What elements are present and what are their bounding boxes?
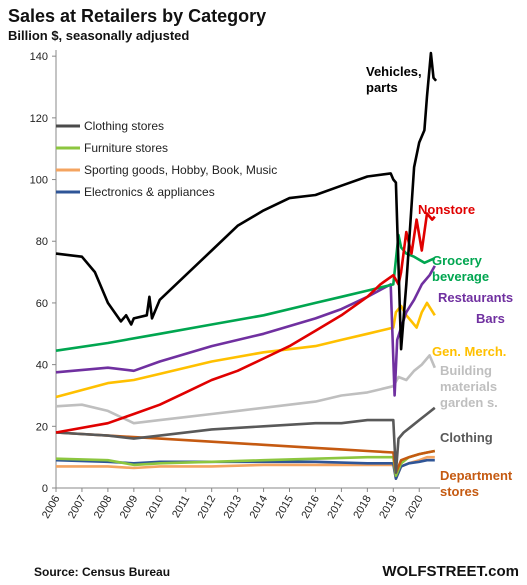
y-ticks: 0 20 40 60 80 100 120 140 (30, 51, 56, 495)
annotation-gen-merch-0: Gen. Merch. (432, 344, 506, 359)
series-line-building-materials-garden-s (55, 354, 436, 425)
series-line-grocery-beverage (55, 233, 436, 352)
source-note: Source: Census Bureau (34, 565, 170, 579)
y-tick-label: 20 (36, 421, 48, 433)
x-tick-label: 2018 (351, 494, 374, 521)
annotation-grocery-beverage-0: Grocery (432, 253, 483, 268)
y-tick-label: 40 (36, 360, 48, 372)
annotation-restaurants-bars-0: Bars (476, 311, 505, 326)
x-tick-label: 2011 (170, 494, 192, 520)
annotation-building-materials-garden-s-0: Building (440, 363, 492, 378)
series-line-vehicles-parts (55, 51, 438, 351)
annotation-nonstore-0: Nonstore (418, 202, 475, 217)
x-tick-label: 2017 (325, 494, 348, 521)
series-line-clothing (55, 406, 436, 474)
x-tick-label: 2012 (196, 494, 219, 521)
x-tick-label: 2006 (40, 494, 63, 521)
brand-watermark: WOLFSTREET.com (382, 563, 519, 580)
annotation-grocery-beverage-1: beverage (432, 269, 489, 284)
x-tick-label: 2015 (273, 494, 296, 521)
x-tick-label: 2009 (118, 494, 141, 521)
legend-label-electronics-appliances: Electronics & appliances (84, 185, 215, 199)
chart-title: Sales at Retailers by Category (8, 6, 266, 26)
series-line-restaurants-bars (55, 265, 436, 397)
annotation-department-stores-0: Department (440, 468, 513, 483)
annotation-building-materials-garden-s-2: garden s. (440, 395, 498, 410)
legend-label-clothing-stores: Clothing stores (84, 119, 164, 133)
y-tick-label: 100 (30, 175, 48, 187)
y-tick-label: 140 (30, 51, 48, 63)
x-tick-label: 2016 (299, 494, 322, 521)
x-tick-label: 2007 (66, 494, 89, 521)
x-tick-label: 2010 (144, 494, 167, 521)
x-ticks: 2006 2007 2008 2009 2010 2011 2012 2013 2014 2015… (40, 488, 426, 521)
annotation-vehicles-parts-1: parts (366, 80, 398, 95)
series-line-electronics-appliances (55, 458, 435, 480)
annotation-department-stores-1: stores (440, 484, 479, 499)
y-tick-label: 120 (30, 113, 48, 125)
x-tick-label: 2019 (377, 494, 400, 521)
x-tick-label: 2014 (248, 494, 271, 521)
y-tick-label: 80 (36, 236, 48, 248)
annotation-restaurants-bars-0: Restaurants (438, 290, 513, 305)
x-tick-label: 2020 (403, 494, 426, 521)
series-line-gen-merch (55, 301, 436, 399)
y-tick-label: 60 (36, 298, 48, 310)
series-line-department-stores (55, 431, 436, 474)
annotation-building-materials-garden-s-1: materials (440, 379, 497, 394)
series-line-nonstore (55, 212, 436, 434)
series-layer (55, 51, 438, 480)
x-tick-label: 2008 (92, 494, 115, 521)
chart-subtitle: Billion $, seasonally adjusted (8, 28, 189, 43)
legend-label-furniture-stores: Furniture stores (84, 141, 168, 155)
annotation-vehicles-parts-0: Vehicles, (366, 64, 422, 79)
legend: Clothing stores Furniture stores Sporting … (56, 119, 277, 199)
y-tick-label: 0 (42, 483, 48, 495)
x-tick-label: 2013 (222, 494, 245, 521)
legend-label-sporting-goods-hobby-book-music: Sporting goods, Hobby, Book, Music (84, 163, 277, 177)
annotation-clothing-0: Clothing (440, 430, 493, 445)
